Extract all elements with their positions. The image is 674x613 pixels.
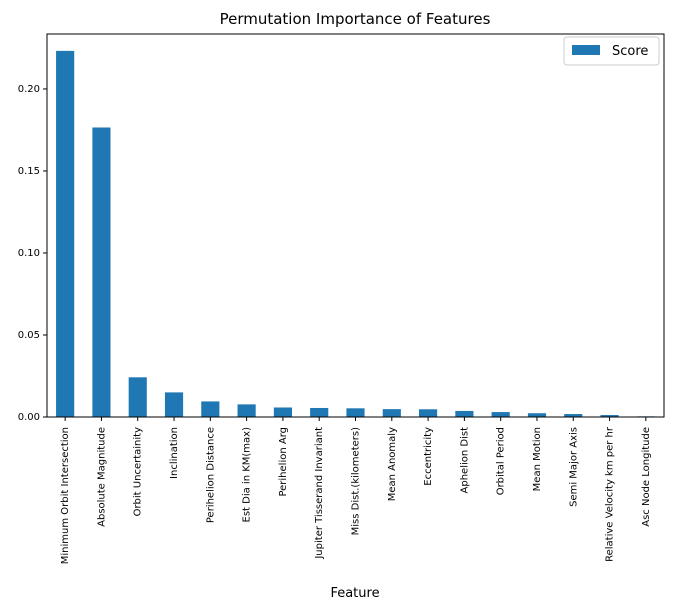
y-tick-label-4: 0.20	[18, 84, 40, 95]
x-tick-label-11: Aphelion Dist	[459, 427, 470, 494]
legend-box	[563, 36, 660, 66]
x-tick-label-4: Perihelion Distance	[205, 427, 216, 523]
x-tick-label-0: Minimum Orbit Intersection	[60, 427, 71, 564]
x-tick-label-13: Mean Motion	[532, 427, 543, 491]
x-axis-label: Feature	[330, 586, 379, 601]
x-tick-label-5: Est Dia in KM(max)	[242, 427, 253, 523]
x-tick-label-10: Eccentricity	[423, 427, 434, 486]
x-tick-label-1: Absolute Magnitude	[96, 427, 107, 527]
x-tick-label-3: Inclination	[169, 427, 180, 479]
bar-14	[564, 414, 583, 417]
bar-2	[128, 377, 147, 417]
bar-1	[92, 127, 111, 418]
plot-frame	[46, 33, 665, 418]
bar-7	[310, 407, 329, 417]
bar-11	[455, 410, 474, 417]
y-tick-label-0: 0.00	[18, 412, 40, 423]
y-tick-label-2: 0.10	[18, 248, 40, 259]
x-tick-label-7: Jupiter Tisserand Invariant	[314, 427, 325, 560]
legend: Score	[563, 36, 660, 66]
legend-swatch	[572, 45, 600, 55]
legend-label: Score	[612, 44, 648, 59]
bar-3	[164, 392, 184, 417]
bar-5	[237, 404, 256, 417]
x-tick-label-8: Miss Dist.(kilometers)	[351, 427, 362, 535]
bars-layer	[56, 50, 655, 418]
x-tick-label-15: Relative Velocity km per hr	[605, 426, 616, 562]
x-axis: Minimum Orbit Intersection Absolute Magni…	[60, 417, 652, 564]
bar-10	[419, 409, 438, 417]
bar-9	[382, 409, 401, 417]
y-axis: 0.00 0.05 0.10 0.15 0.20	[18, 84, 47, 423]
y-tick-label-1: 0.05	[18, 330, 40, 341]
x-tick-label-2: Orbit Uncertainity	[133, 427, 144, 516]
bar-13	[527, 413, 547, 417]
bar-6	[273, 407, 292, 417]
x-tick-label-12: Orbital Period	[496, 427, 507, 495]
x-tick-label-6: Perihelion Arg	[278, 427, 289, 497]
y-tick-label-3: 0.15	[18, 166, 40, 177]
bar-0	[56, 50, 75, 417]
bar-12	[491, 412, 510, 417]
bar-15	[600, 415, 619, 417]
x-tick-label-9: Mean Anomaly	[387, 427, 398, 501]
chart-title: Permutation Importance of Features	[220, 10, 491, 28]
bar-8	[346, 408, 365, 417]
x-tick-label-14: Semi Major Axis	[568, 427, 579, 507]
x-tick-label-16: Asc Node Longitude	[641, 427, 652, 527]
bar-4	[201, 401, 220, 417]
